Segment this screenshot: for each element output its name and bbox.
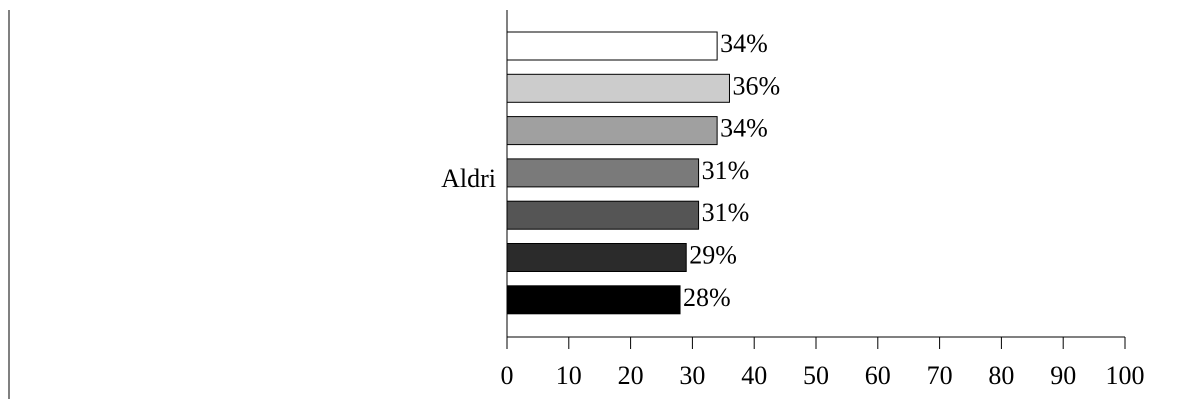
bar	[506, 73, 730, 103]
x-tick-label: 80	[988, 361, 1014, 390]
x-tick-label: 50	[803, 361, 829, 390]
bar-value-label: 31%	[702, 198, 750, 227]
bar-value-label: 28%	[683, 283, 731, 312]
bar-value-label: 29%	[689, 240, 737, 269]
bars-group	[506, 31, 730, 315]
x-tick-label: 90	[1050, 361, 1076, 390]
bar	[506, 116, 718, 146]
bar	[506, 243, 687, 272]
bar-value-label: 34%	[720, 29, 768, 58]
x-tick-label: 0	[501, 361, 514, 390]
bar-value-label: 34%	[720, 114, 768, 143]
x-tick-label: 70	[927, 361, 953, 390]
x-tick-label: 40	[741, 361, 767, 390]
data-labels-group: 34% 36% 34% 31% 31% 29% 28%	[683, 29, 780, 312]
x-tick-label: 10	[556, 361, 582, 390]
bar-value-label: 31%	[702, 156, 750, 185]
x-tick-label: 100	[1106, 361, 1145, 390]
bar	[506, 158, 700, 188]
x-axis-ticks: 0 10 20 30 40 50 60 70 80 90 100	[501, 337, 1145, 390]
bar-value-label: 36%	[732, 71, 780, 100]
bar	[506, 200, 700, 230]
bar	[506, 31, 718, 61]
x-tick-label: 60	[865, 361, 891, 390]
bar	[506, 285, 681, 315]
x-tick-label: 30	[679, 361, 705, 390]
category-label: Aldri	[441, 164, 496, 193]
x-tick-label: 20	[618, 361, 644, 390]
